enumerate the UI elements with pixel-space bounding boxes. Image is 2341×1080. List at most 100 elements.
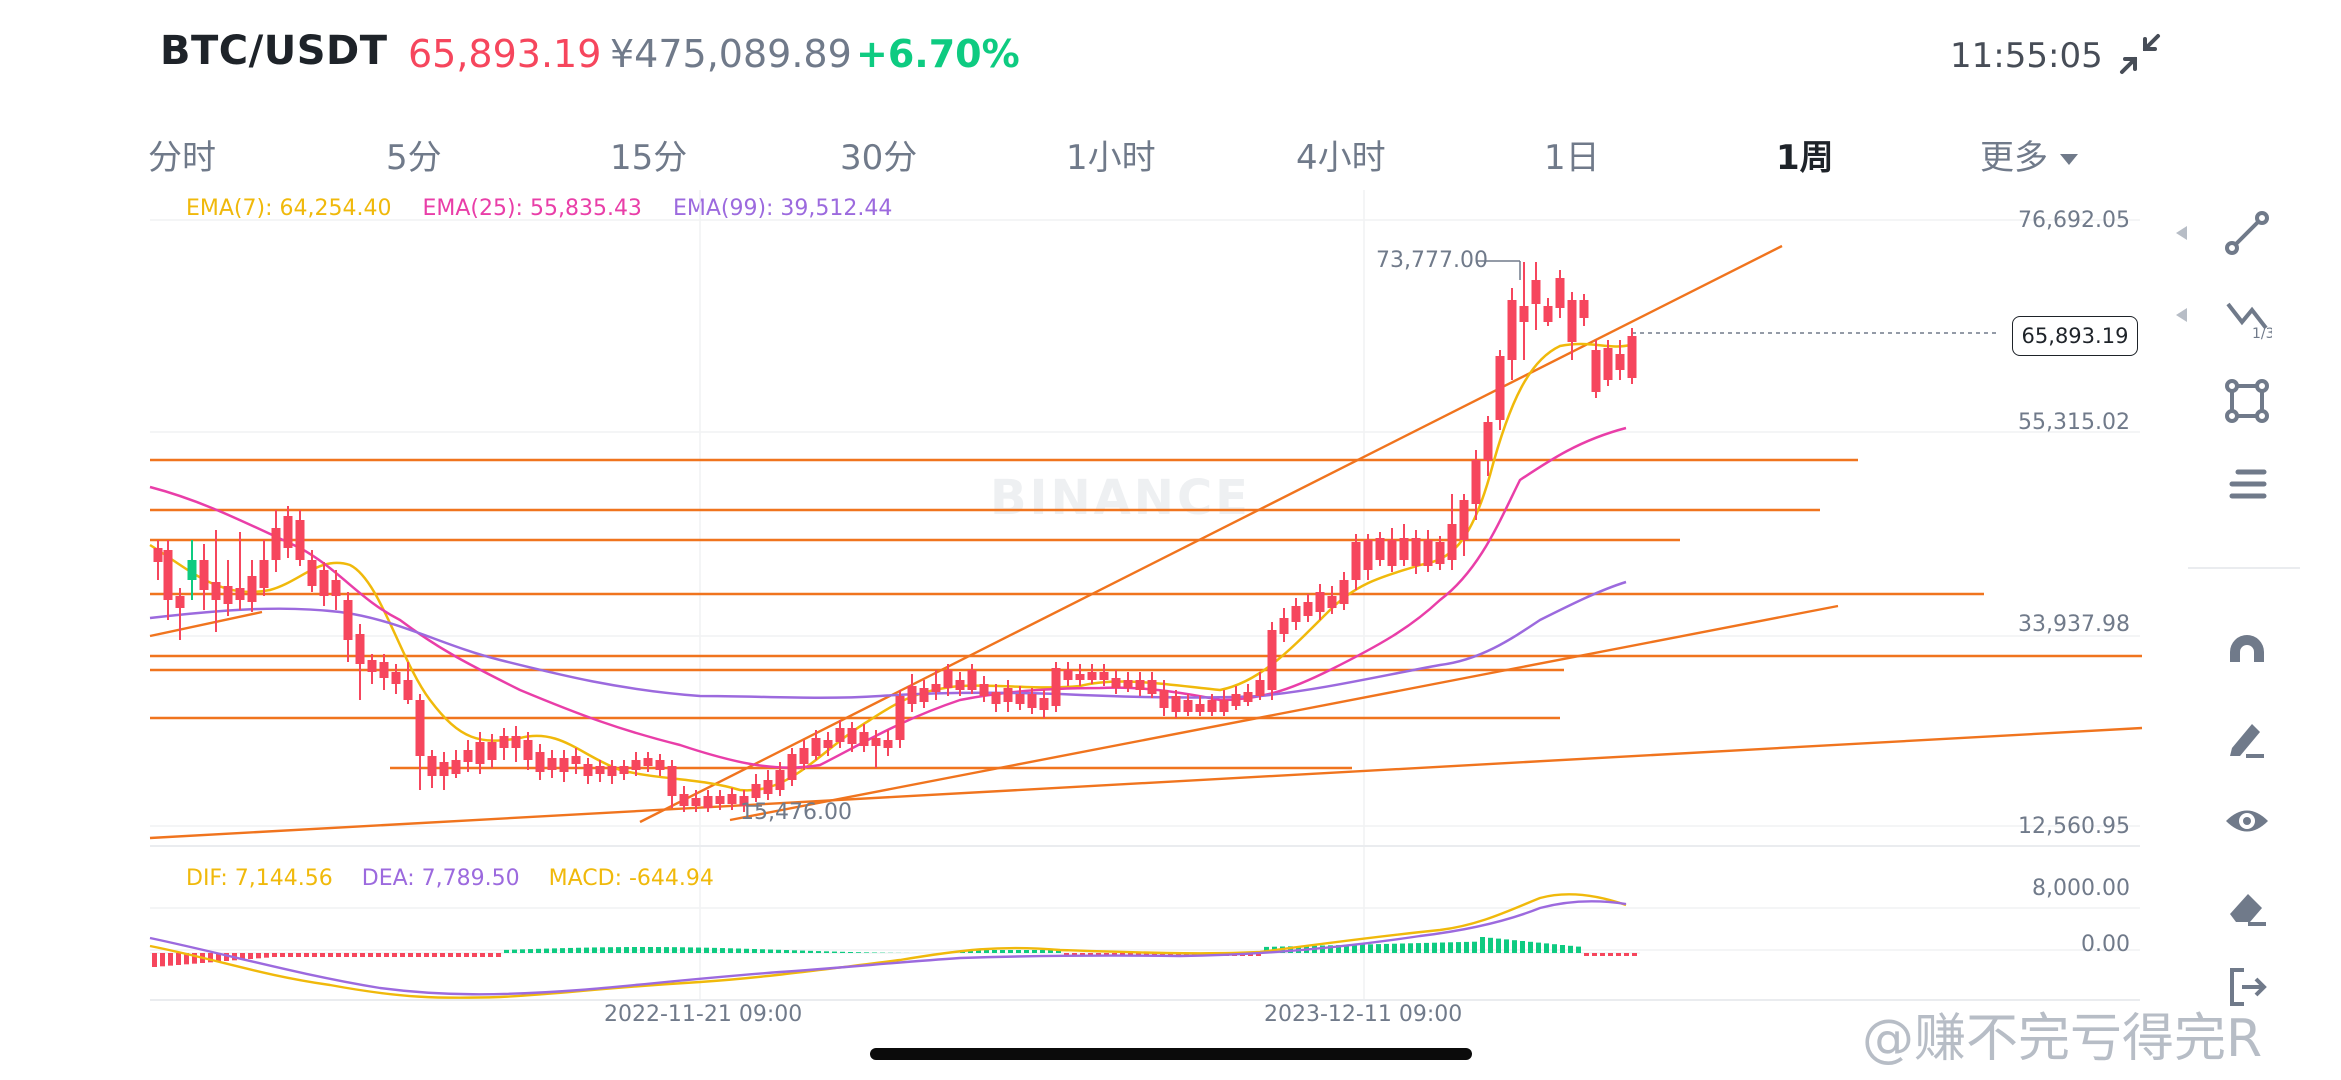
- tab-timeline[interactable]: 分时: [148, 138, 216, 178]
- macd-histogram-bar: [1184, 953, 1189, 956]
- candle-body: [1111, 678, 1121, 688]
- candle-body: [691, 798, 701, 806]
- macd-histogram-bar: [1552, 944, 1557, 953]
- macd-histogram-bar: [784, 950, 789, 953]
- candle-body: [595, 766, 605, 774]
- candle-body: [643, 758, 653, 766]
- macd-histogram-bar: [1352, 944, 1357, 953]
- tab-30m[interactable]: 30分: [840, 138, 918, 178]
- macd-histogram-bar: [256, 953, 261, 959]
- tab-5m[interactable]: 5分: [386, 138, 442, 178]
- rectangle-icon[interactable]: [2222, 376, 2272, 426]
- macd-histogram-bar: [1192, 953, 1197, 956]
- parallel-channel-icon[interactable]: [2222, 460, 2272, 510]
- tab-more[interactable]: 更多: [1980, 130, 2078, 179]
- macd-histogram-bar: [1600, 953, 1605, 956]
- trend-line-icon[interactable]: [2222, 208, 2272, 258]
- home-indicator[interactable]: [870, 1048, 1472, 1060]
- candle-body: [1087, 672, 1097, 680]
- macd-histogram-bar: [1520, 941, 1525, 953]
- candle-body: [847, 728, 857, 744]
- ema7-value: EMA(7): 64,254.40: [186, 196, 392, 221]
- macd-histogram-bar: [288, 953, 293, 957]
- macd-histogram-bar: [808, 950, 813, 953]
- macd-histogram-bar: [1576, 946, 1581, 953]
- export-icon[interactable]: [2222, 962, 2272, 1012]
- macd-histogram-bar: [512, 949, 517, 953]
- exit-fullscreen-icon[interactable]: [2118, 32, 2162, 76]
- macd-histogram-bar: [560, 948, 565, 953]
- macd-histogram-bar: [848, 951, 853, 953]
- pair-title[interactable]: BTC/USDT: [160, 28, 388, 74]
- candle-body: [1171, 696, 1181, 712]
- time-axis-label: 2023-12-11 09:00: [1264, 1002, 1463, 1027]
- candle-body: [883, 740, 893, 748]
- macd-histogram-bar: [224, 953, 229, 961]
- macd-histogram-bar: [1256, 953, 1261, 956]
- candle-body: [619, 766, 629, 774]
- candle-body: [727, 794, 737, 804]
- expand-arrow-icon[interactable]: [2176, 308, 2187, 322]
- price-axis-label: 33,937.98: [2018, 612, 2130, 637]
- macd-histogram-bar: [592, 947, 597, 953]
- candle-body: [667, 766, 677, 796]
- macd-histogram-bar: [864, 952, 869, 953]
- macd-histogram-bar: [1432, 942, 1437, 953]
- macd-histogram-bar: [192, 953, 197, 964]
- candle-body: [1243, 692, 1253, 702]
- macd-histogram-bar: [1456, 942, 1461, 953]
- macd-histogram-bar: [1408, 943, 1413, 953]
- candle-body: [1483, 422, 1493, 460]
- macd-histogram-bar: [208, 953, 213, 963]
- macd-legend: DIF: 7,144.56 DEA: 7,789.50 MACD: -644.9…: [186, 866, 736, 891]
- macd-histogram-bar: [1448, 942, 1453, 953]
- expand-arrow-icon[interactable]: [2176, 226, 2187, 240]
- macd-histogram-bar: [248, 953, 253, 959]
- caret-down-icon: [2060, 154, 2078, 165]
- candle-body: [979, 684, 989, 696]
- macd-histogram-bar: [1544, 943, 1549, 953]
- candle-body: [859, 732, 869, 746]
- eye-icon[interactable]: [2222, 796, 2272, 846]
- candle-body: [967, 670, 977, 690]
- candle-body: [1291, 606, 1301, 622]
- macd-histogram-bar: [416, 953, 421, 957]
- fibonacci-icon[interactable]: 1/3: [2222, 292, 2275, 342]
- tab-15m[interactable]: 15分: [610, 138, 688, 178]
- candle-body: [523, 740, 533, 760]
- macd-histogram-bar: [1152, 953, 1157, 956]
- tab-1d[interactable]: 1日: [1544, 138, 1600, 178]
- macd-histogram-bar: [688, 947, 693, 953]
- macd-histogram-bar: [432, 953, 437, 957]
- eraser-icon[interactable]: [2222, 880, 2272, 930]
- candle-body: [1627, 336, 1637, 378]
- macd-histogram-bar: [1616, 953, 1621, 956]
- macd-histogram-bar: [704, 947, 709, 953]
- tab-4h[interactable]: 4小时: [1296, 138, 1386, 178]
- magnet-icon[interactable]: [2222, 628, 2272, 678]
- candle-body: [571, 756, 581, 764]
- macd-histogram-bar: [552, 948, 557, 953]
- macd-histogram-bar: [1400, 943, 1405, 953]
- candle-body: [1003, 688, 1013, 702]
- candle-body: [367, 660, 377, 672]
- candle-body: [1051, 668, 1061, 706]
- macd-histogram-bar: [240, 953, 245, 960]
- candle-body: [991, 692, 1001, 704]
- macd-histogram-bar: [680, 947, 685, 953]
- tab-1w[interactable]: 1周: [1776, 138, 1834, 178]
- macd-histogram-bar: [336, 953, 341, 957]
- macd-histogram-bar: [1608, 953, 1613, 956]
- macd-histogram-bar: [1496, 938, 1501, 953]
- macd-histogram-bar: [1344, 944, 1349, 953]
- macd-histogram-bar: [992, 950, 997, 953]
- pencil-icon[interactable]: [2222, 712, 2272, 762]
- candle-body: [751, 784, 761, 798]
- candle-body: [283, 516, 293, 548]
- ema7-line: [149, 342, 1631, 792]
- trend-line: [149, 610, 263, 638]
- macd-histogram-bar: [520, 949, 525, 953]
- tab-1h[interactable]: 1小时: [1066, 138, 1156, 178]
- macd-histogram-bar: [1176, 953, 1181, 956]
